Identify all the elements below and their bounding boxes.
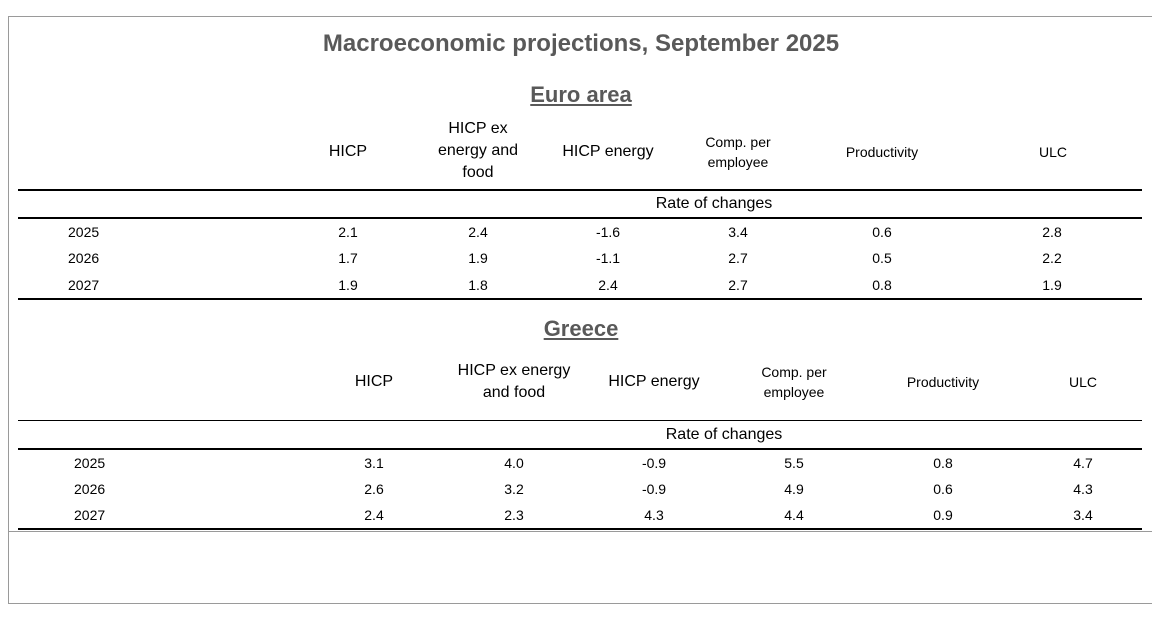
- euro-subheader: Rate of changes: [655, 195, 773, 212]
- table-cell: 3.1: [364, 455, 384, 471]
- greece-col-hicp-ex: HICP ex energy and food: [457, 362, 571, 401]
- table-cell: 0.6: [872, 224, 892, 240]
- table-cell: 0.8: [933, 455, 953, 471]
- euro-rule-mid: [18, 217, 1142, 219]
- euro-rule-bottom: [18, 298, 1142, 300]
- row-year: 2027: [68, 277, 100, 293]
- euro-rule-top: [18, 189, 1142, 191]
- greece-col-comp: Comp. per employee: [761, 364, 827, 400]
- table-cell: 0.6: [933, 481, 953, 497]
- table-cell: 1.9: [1042, 277, 1062, 293]
- euro-col-hicp-energy: HICP energy: [562, 143, 654, 160]
- table-cell: 2.4: [598, 277, 618, 293]
- euro-col-ulc: ULC: [1038, 144, 1067, 160]
- table-cell: -0.9: [641, 481, 667, 497]
- document-frame: [8, 16, 1152, 604]
- table-cell: 3.4: [728, 224, 748, 240]
- table-cell: 5.5: [784, 455, 804, 471]
- bottom-separator: [8, 531, 1152, 532]
- table-cell: 4.0: [504, 455, 524, 471]
- table-cell: 2.2: [1042, 250, 1062, 266]
- row-year: 2026: [68, 250, 100, 266]
- table-cell: 2.7: [728, 250, 748, 266]
- table-cell: -0.9: [641, 455, 667, 471]
- euro-col-comp: Comp. per employee: [705, 134, 771, 170]
- table-cell: 2.7: [728, 277, 748, 293]
- table-cell: 2.3: [504, 507, 524, 523]
- table-cell: 3.4: [1073, 507, 1093, 523]
- greece-subheader: Rate of changes: [665, 426, 783, 443]
- greece-rule-bottom: [18, 528, 1142, 530]
- table-cell: 3.2: [504, 481, 524, 497]
- table-cell: 4.4: [784, 507, 804, 523]
- table-cell: -1.6: [595, 224, 621, 240]
- table-cell: 0.9: [933, 507, 953, 523]
- table-cell: 0.8: [872, 277, 892, 293]
- table-cell: 1.9: [338, 277, 358, 293]
- table-cell: 2.1: [338, 224, 358, 240]
- euro-area-heading: Euro area: [530, 82, 632, 107]
- table-cell: 0.5: [872, 250, 892, 266]
- table-cell: 2.6: [364, 481, 384, 497]
- table-cell: 4.3: [1073, 481, 1093, 497]
- greece-col-ulc: ULC: [1068, 374, 1097, 390]
- table-cell: 1.8: [468, 277, 488, 293]
- table-cell: 4.3: [644, 507, 664, 523]
- euro-col-productivity: Productivity: [845, 144, 919, 160]
- greece-heading: Greece: [543, 316, 619, 341]
- euro-col-hicp: HICP: [328, 143, 368, 160]
- row-year: 2025: [74, 455, 106, 471]
- table-cell: 1.7: [338, 250, 358, 266]
- row-year: 2025: [68, 224, 100, 240]
- row-year: 2027: [74, 507, 106, 523]
- table-cell: 2.4: [364, 507, 384, 523]
- row-year: 2026: [74, 481, 106, 497]
- greece-col-hicp: HICP: [354, 373, 394, 390]
- euro-col-hicp-ex: HICP ex energy and food: [437, 120, 519, 181]
- table-cell: 2.4: [468, 224, 488, 240]
- table-cell: -1.1: [595, 250, 621, 266]
- table-cell: 1.9: [468, 250, 488, 266]
- table-cell: 2.8: [1042, 224, 1062, 240]
- greece-rule-top: [18, 420, 1142, 421]
- table-cell: 4.9: [784, 481, 804, 497]
- table-cell: 4.7: [1073, 455, 1093, 471]
- greece-rule-mid: [18, 448, 1142, 450]
- greece-col-hicp-energy: HICP energy: [608, 373, 700, 390]
- page-title: Macroeconomic projections, September 202…: [322, 30, 840, 57]
- greece-col-productivity: Productivity: [906, 374, 980, 390]
